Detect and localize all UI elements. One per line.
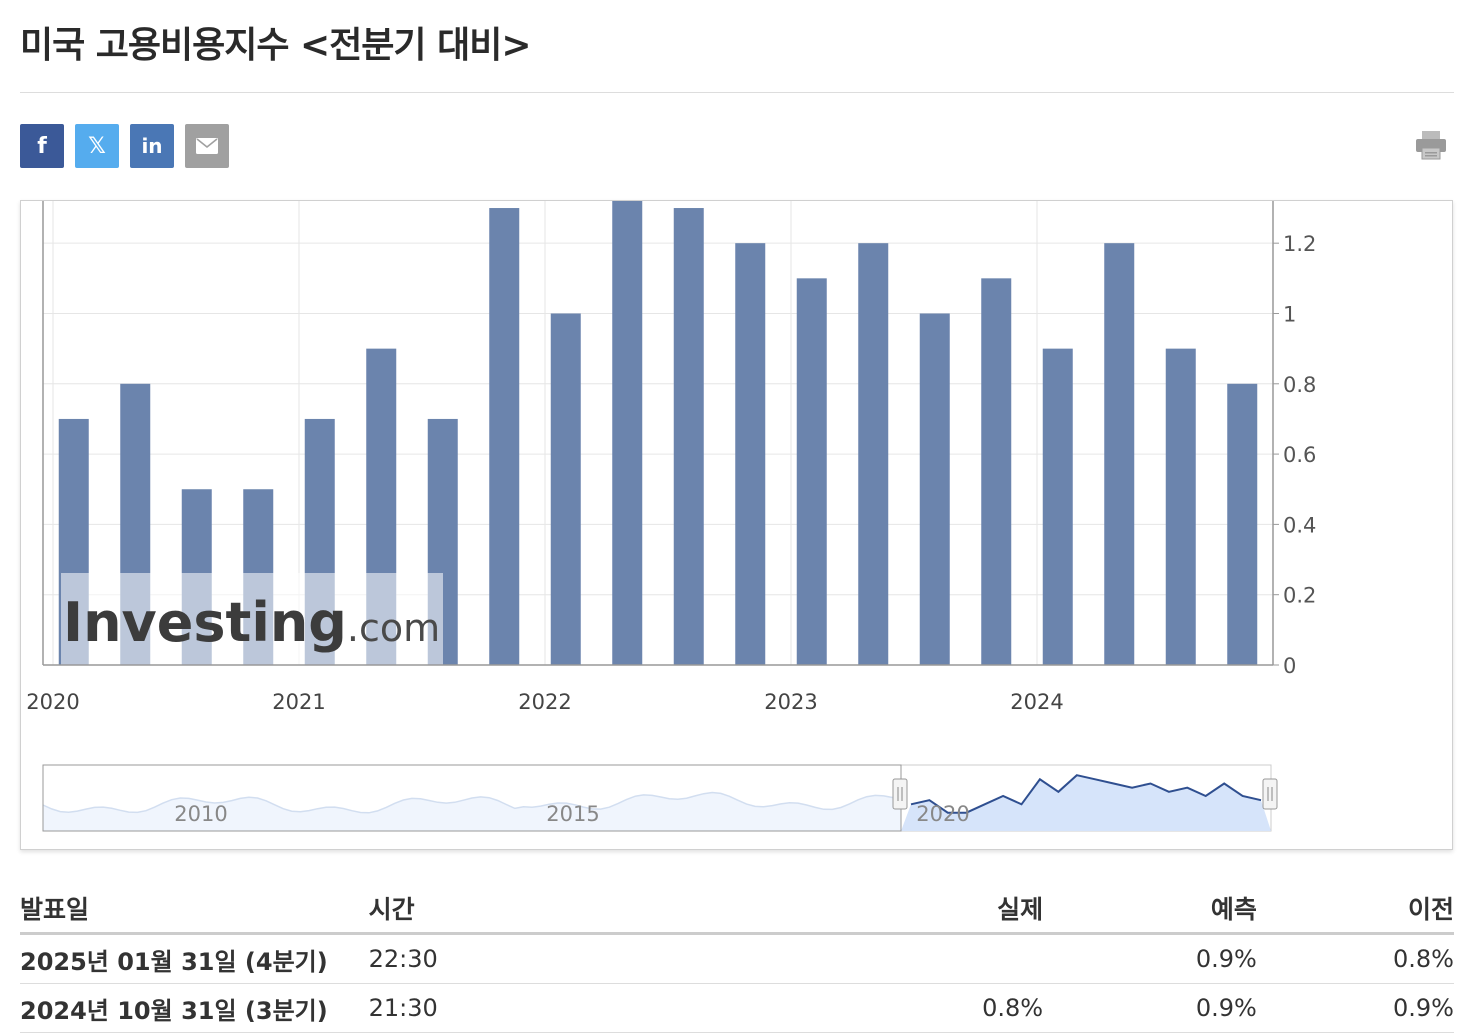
y-tick-label: 0.8 [1283,373,1316,397]
header-time[interactable]: 시간 [368,884,909,935]
bar[interactable] [612,201,643,665]
page-title: 미국 고용비용지수 <전분기 대비> [20,25,531,66]
bar[interactable] [550,313,581,665]
header-date[interactable]: 발표일 [20,884,369,935]
row-time: 21:30 [368,983,909,1033]
x-tick-label: 2024 [1010,690,1063,714]
watermark-text: Investing.com [63,591,440,654]
range-navigator[interactable]: 2010 2015 2020 [42,764,1278,832]
row-time: 22:30 [368,933,909,984]
navigator-selected-line [910,774,1262,814]
bar-chart: Investing.com 0 0.2 0.4 0.6 0.8 1 1.2 2020 2021… [26,201,1316,832]
bar[interactable] [1104,243,1135,665]
navigator-history-line [42,791,902,814]
x-axis-ticks: 2020 2021 2022 2023 2024 [26,690,1063,714]
x-tick-label: 2022 [518,690,571,714]
twitter-icon: 𝕏 [88,133,106,159]
row-date: 2025년 01월 31일 (4분기) [20,933,369,984]
navigator-left-handle[interactable] [892,778,908,810]
watermark: Investing.com [61,573,443,666]
facebook-share-button[interactable]: f [20,124,64,168]
navigator-history-area [43,792,901,831]
y-tick-label: 1.2 [1283,232,1316,256]
table-row: 2025년 01월 31일 (4분기) 22:30 0.9% 0.8% [20,933,1454,984]
row-date: 2024년 10월 31일 (3분기) [20,983,369,1033]
y-tick-label: 0.6 [1283,443,1316,467]
header-previous[interactable]: 이전 [1256,884,1454,935]
y-tick-label: 1 [1283,302,1296,326]
print-icon[interactable] [1414,128,1448,162]
release-table: 발표일 시간 실제 예측 이전 2025년 01월 31일 (4분기) 22:3… [20,884,1454,1033]
y-tick-label: 0.4 [1283,513,1316,537]
header-forecast[interactable]: 예측 [1043,884,1257,935]
y-tick-label: 0 [1283,654,1296,678]
table-header-row: 발표일 시간 실제 예측 이전 [20,884,1454,935]
row-actual: 0.8% [908,983,1044,1033]
y-tick-label: 0.2 [1283,584,1316,608]
chart-axes [42,201,1274,666]
bar[interactable] [858,243,889,665]
facebook-icon: f [37,133,47,159]
bar[interactable] [981,278,1012,665]
bar[interactable] [1227,383,1258,665]
bar[interactable] [1042,348,1073,665]
navigator-unselected-mask [42,764,902,832]
row-actual [908,933,1044,984]
navigator-label: 2015 [546,802,599,826]
bar[interactable] [489,208,520,665]
table-row: 2024년 10월 31일 (3분기) 21:30 0.8% 0.9% 0.9% [20,983,1454,1033]
row-previous: 0.9% [1256,983,1454,1033]
bar[interactable] [1165,348,1196,665]
x-tick-label: 2020 [26,690,79,714]
linkedin-icon: in [141,134,163,158]
chart-container: Investing.com 0 0.2 0.4 0.6 0.8 1 1.2 2020 2021… [20,200,1453,850]
bar[interactable] [796,278,827,665]
bar[interactable] [735,243,766,665]
y-axis-ticks: 0 0.2 0.4 0.6 0.8 1 1.2 [1273,232,1316,678]
chart-bars [58,201,1258,665]
row-previous: 0.8% [1256,933,1454,984]
bar[interactable] [673,208,704,665]
x-tick-label: 2023 [764,690,817,714]
email-share-button[interactable] [185,124,229,168]
row-forecast: 0.9% [1043,983,1257,1033]
header-actual[interactable]: 실제 [908,884,1044,935]
x-tick-label: 2021 [272,690,325,714]
navigator-label: 2010 [174,802,227,826]
linkedin-share-button[interactable]: in [130,124,174,168]
navigator-right-handle[interactable] [1262,778,1278,810]
title-divider [20,92,1454,93]
navigator-selected-area [901,775,1271,831]
twitter-share-button[interactable]: 𝕏 [75,124,119,168]
mail-icon [196,138,218,154]
navigator-label: 2020 [916,802,969,826]
bar[interactable] [919,313,950,665]
row-forecast: 0.9% [1043,933,1257,984]
